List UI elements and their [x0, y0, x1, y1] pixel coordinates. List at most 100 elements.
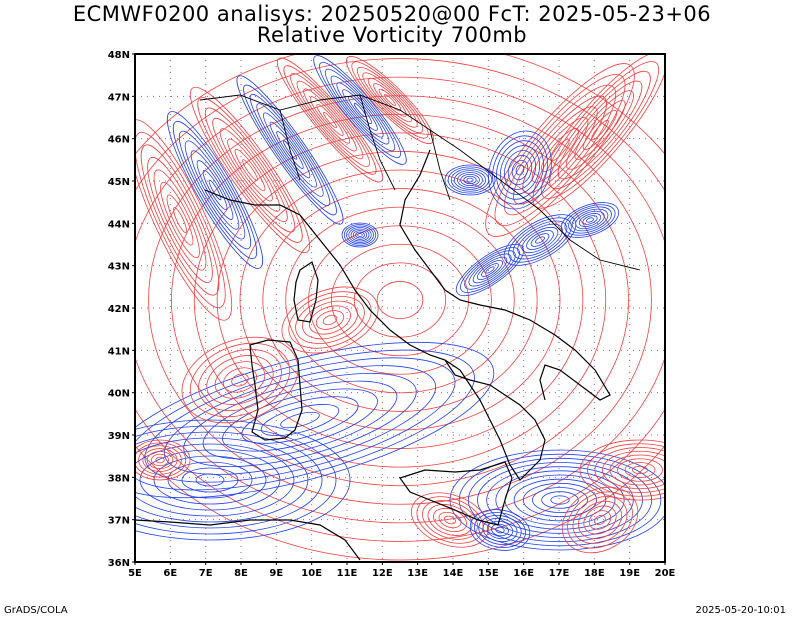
contour-line	[204, 107, 296, 233]
contour-line	[532, 487, 588, 513]
contour-line	[139, 449, 281, 511]
contour-line	[142, 448, 178, 472]
contour-line	[578, 500, 622, 540]
lat-tick-label: 43N	[108, 262, 130, 273]
contour-line	[513, 478, 607, 522]
contour-line	[135, 131, 226, 309]
longitude-axis: 5E 6E 7E 8E 9E 10E 11E 12E 13E 14E 15E 16E 17E 18E 19E…	[128, 562, 676, 579]
contour-line	[588, 510, 612, 530]
contour-line	[466, 177, 474, 183]
contour-line	[508, 217, 572, 263]
contour-line	[198, 349, 282, 411]
contour-line	[512, 220, 568, 260]
contour-line	[144, 357, 456, 483]
lon-tick-label: 9E	[269, 568, 283, 579]
map-subtitle: Relative Vorticity 700mb	[256, 23, 528, 47]
sardinia-coastline	[249, 339, 303, 441]
contour-line	[214, 361, 266, 399]
contour-line	[239, 169, 561, 431]
contour-line	[241, 396, 359, 444]
contour-line	[591, 119, 609, 141]
contour-line	[561, 486, 639, 554]
contour-line	[181, 467, 239, 493]
lon-tick-label: 14E	[443, 568, 464, 579]
contour-line	[566, 90, 634, 170]
contour-line	[189, 86, 311, 254]
contour-line	[296, 80, 364, 160]
contour-line	[303, 88, 357, 152]
contour-line	[173, 207, 187, 233]
contour-line	[219, 128, 281, 212]
contour-line	[594, 447, 665, 493]
contour-line	[541, 127, 579, 173]
contour-line	[166, 111, 264, 269]
contour-line	[308, 305, 352, 335]
contour-line	[582, 110, 618, 150]
contour-line	[492, 135, 548, 205]
contour-line	[444, 164, 496, 196]
contour-line	[348, 227, 372, 243]
contour-line	[602, 450, 665, 490]
contour-line	[531, 117, 589, 183]
contour-line	[151, 453, 169, 467]
contour-line	[355, 231, 365, 239]
africa-coast	[135, 519, 361, 561]
lon-tick-label: 15E	[478, 568, 499, 579]
contour-line	[578, 213, 602, 227]
contour-line	[572, 496, 628, 544]
contour-line	[458, 453, 662, 547]
lat-tick-label: 36N	[108, 558, 130, 569]
contour-line	[463, 175, 477, 185]
contour-line	[227, 138, 273, 202]
lat-tick-label: 48N	[108, 50, 130, 61]
contour-line	[511, 159, 529, 181]
contour-line	[138, 445, 182, 475]
contour-line	[476, 259, 504, 281]
contour-line	[422, 500, 478, 540]
contour-line	[521, 226, 559, 254]
contour-line	[330, 75, 390, 145]
contour-line	[166, 194, 194, 246]
contour-line	[263, 112, 317, 188]
lon-tick-label: 19E	[619, 568, 640, 579]
contour-line	[617, 458, 663, 482]
contour-line	[242, 159, 258, 181]
contour-line	[488, 130, 552, 210]
contour-line	[503, 84, 617, 216]
contour-line	[172, 120, 258, 260]
contour-line	[503, 214, 577, 266]
contour-line	[331, 243, 469, 357]
contour-line	[350, 228, 370, 242]
lon-tick-label: 16E	[513, 568, 534, 579]
contour-line	[283, 65, 377, 175]
contour-line	[467, 457, 653, 543]
adriatic-coastline	[399, 149, 611, 401]
contour-line	[223, 367, 257, 393]
contour-line	[455, 243, 525, 297]
contour-line	[153, 169, 207, 271]
contour-line	[282, 140, 298, 160]
lon-tick-label: 20E	[655, 568, 676, 579]
contour-line	[482, 517, 518, 543]
contour-line	[356, 66, 424, 134]
contour-line	[427, 504, 473, 536]
contour-line	[281, 286, 379, 354]
contour-line	[464, 250, 516, 290]
contour-line	[594, 514, 606, 526]
lat-tick-label: 45N	[108, 177, 130, 188]
contour-line	[491, 523, 509, 537]
contour-line	[586, 217, 594, 223]
contour-line	[135, 58, 665, 542]
contour-line	[146, 451, 174, 469]
contour-line	[197, 97, 303, 243]
contour-line	[609, 454, 665, 486]
contour-line	[135, 341, 495, 499]
contour-line	[249, 93, 331, 207]
contour-line	[468, 253, 512, 287]
contour-line	[384, 94, 396, 106]
contour-line	[288, 291, 372, 349]
lon-tick-label: 17E	[549, 568, 570, 579]
contour-line	[495, 470, 625, 530]
contour-line	[568, 206, 612, 234]
contour-line	[135, 419, 351, 541]
